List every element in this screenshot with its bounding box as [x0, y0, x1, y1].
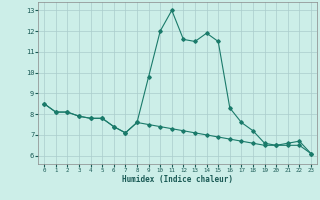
X-axis label: Humidex (Indice chaleur): Humidex (Indice chaleur) — [122, 175, 233, 184]
